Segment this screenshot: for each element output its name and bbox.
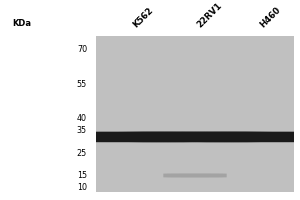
Text: 25: 25 (77, 148, 87, 158)
Text: KDa: KDa (12, 19, 31, 28)
Text: 70: 70 (77, 45, 87, 54)
FancyBboxPatch shape (110, 132, 280, 142)
Text: 55: 55 (77, 80, 87, 89)
Text: 35: 35 (77, 126, 87, 135)
FancyBboxPatch shape (46, 132, 217, 142)
Text: 40: 40 (77, 114, 87, 123)
Text: 10: 10 (77, 183, 87, 192)
Text: K562: K562 (132, 6, 155, 30)
FancyBboxPatch shape (173, 132, 300, 142)
Text: H460: H460 (258, 6, 283, 30)
Text: 22RV1: 22RV1 (195, 1, 224, 30)
FancyBboxPatch shape (163, 173, 227, 178)
Text: 15: 15 (77, 171, 87, 180)
